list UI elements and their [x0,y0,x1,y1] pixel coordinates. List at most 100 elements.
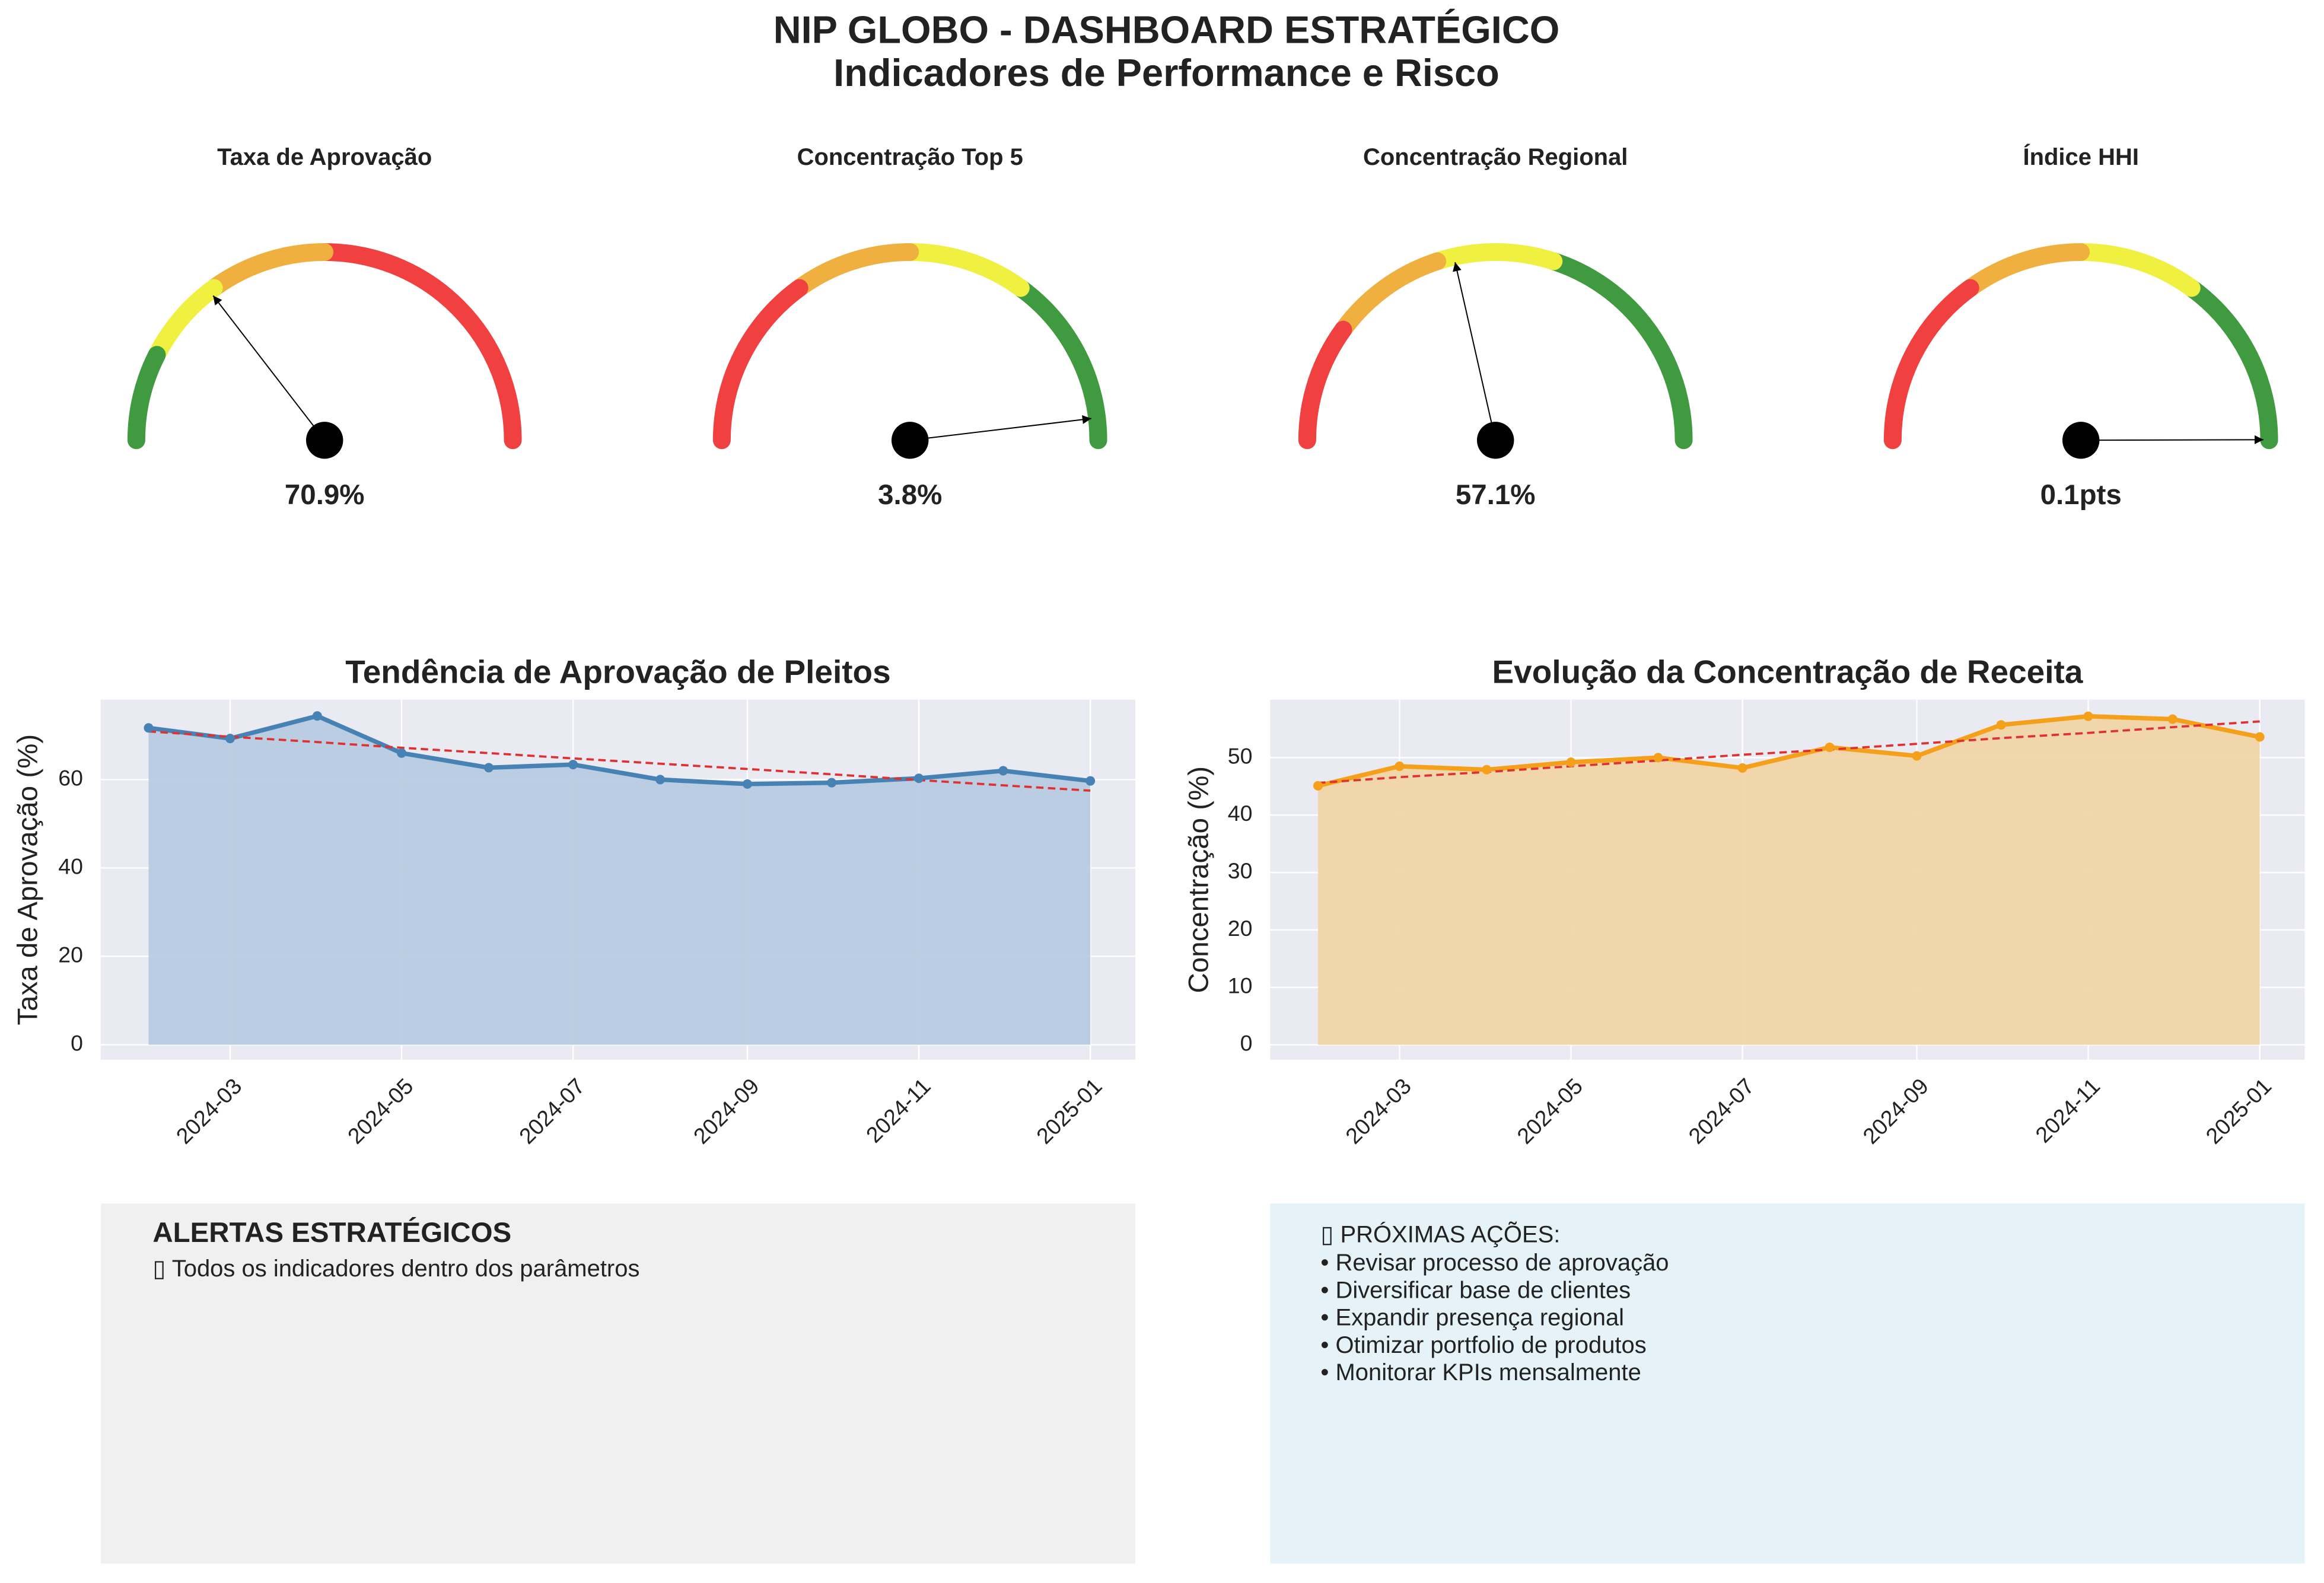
gauge-value: 0.1pts [2040,479,2122,511]
gauge-band [1883,279,1979,450]
y-tick-label: 0 [71,1030,83,1055]
point [827,778,837,788]
point [1737,763,1747,773]
actions-title: ▯ PRÓXIMAS AÇÕES: [1320,1221,1560,1248]
gauge-band [1334,252,1447,339]
y-tick-label: 60 [58,765,83,790]
y-axis-label: Concentração (%) [1183,766,1215,993]
y-tick-label: 20 [58,942,83,967]
y-tick-label: 40 [1228,801,1253,826]
gauge-band [2072,243,2201,297]
x-tick-label: 2024-09 [689,1074,764,1149]
gauge-value: 57.1% [1456,479,1536,511]
gauge-band [148,279,223,364]
gauge-needle [910,415,1091,441]
point [483,763,494,773]
gauge-title: Índice HHI [2023,143,2138,170]
gauge-needle [212,295,326,441]
point [998,766,1008,776]
action-item: • Otimizar portfolio de produtos [1320,1332,1646,1358]
y-tick-label: 20 [1228,916,1253,941]
gauge-needle [1453,262,1497,441]
point [655,775,666,785]
gauge-needle [2081,435,2264,444]
point [1825,742,1835,752]
gauge-band [316,243,522,450]
x-tick-label: 2024-03 [1341,1074,1416,1149]
gauge-band [1011,279,1107,450]
x-tick-label: 2024-11 [2030,1074,2105,1148]
action-item: • Monitorar KPIs mensalmente [1320,1359,1641,1385]
x-tick-label: 2025-01 [2201,1074,2276,1149]
y-tick-label: 50 [1228,743,1253,768]
point [742,779,752,789]
gauge-hub [2062,422,2100,459]
point [225,734,235,744]
point [914,773,924,783]
point [397,748,407,758]
x-tick-label: 2024-07 [514,1074,590,1149]
area [148,716,1091,1045]
dashboard-title: NIP GLOBO - DASHBOARD ESTRATÉGICO [773,8,1560,51]
point [1395,761,1405,771]
x-tick-label: 2024-07 [1683,1074,1759,1149]
area [1317,716,2260,1045]
gauge-band [2182,279,2278,450]
x-tick-label: 2024-03 [171,1074,247,1149]
y-tick-label: 10 [1228,973,1253,998]
gauge-band [205,243,334,297]
y-axis-label: Taxa de Aprovação (%) [12,734,44,1025]
point [1653,753,1663,763]
point [2167,714,2177,724]
y-tick-label: 30 [1228,858,1253,883]
point [568,760,578,770]
gauge-hub [891,422,929,459]
chart-title: Evolução da Concentração de Receita [1492,654,2083,690]
gauge-title: Concentração Top 5 [797,144,1023,170]
alerts-box [100,1203,1136,1564]
point [2255,732,2265,742]
point [1482,765,1492,775]
y-tick-label: 40 [58,853,83,878]
gauge-title: Concentração Regional [1363,144,1628,170]
gauge-hub [305,422,343,459]
gauge-value: 3.8% [878,479,942,511]
dashboard-subtitle: Indicadores de Performance e Risco [833,51,1500,94]
line [1317,714,2261,788]
gauge-band [1961,243,2090,297]
x-tick-label: 2024-11 [861,1074,935,1148]
action-item: • Diversificar base de clientes [1320,1277,1631,1303]
point [1313,781,1323,791]
x-tick-label: 2024-05 [1512,1074,1587,1149]
gauge-band [1428,243,1563,270]
action-item: • Expandir presença regional [1320,1305,1624,1331]
alert-item: ▯ Todos os indicadores dentro dos parâme… [152,1256,639,1282]
gauge-value: 70.9% [285,479,365,511]
point [312,711,322,721]
x-tick-label: 2024-05 [343,1074,418,1149]
point [1996,720,2006,730]
gauge-band [1298,320,1352,450]
gauge-band [1545,252,1693,450]
gauge-band [901,243,1030,297]
gauge-band [127,346,166,450]
point [2083,711,2093,721]
gauge-band [790,243,919,297]
x-tick-label: 2025-01 [1032,1074,1107,1149]
y-tick-label: 0 [1240,1030,1253,1055]
actions-box [1270,1203,2305,1564]
x-tick-label: 2024-09 [1858,1074,1933,1149]
gauge-hub [1476,422,1514,459]
action-item: • Revisar processo de aprovação [1320,1250,1669,1276]
line [148,714,1091,786]
trend-line [1317,720,2260,784]
point [1912,751,1922,761]
chart-title: Tendência de Aprovação de Pleitos [345,654,890,690]
gauge-title: Taxa de Aprovação [217,144,432,170]
alerts-title: ALERTAS ESTRATÉGICOS [152,1216,511,1248]
point [1085,776,1096,786]
gauge-band [712,279,808,450]
point [1566,757,1576,767]
point [144,723,154,733]
